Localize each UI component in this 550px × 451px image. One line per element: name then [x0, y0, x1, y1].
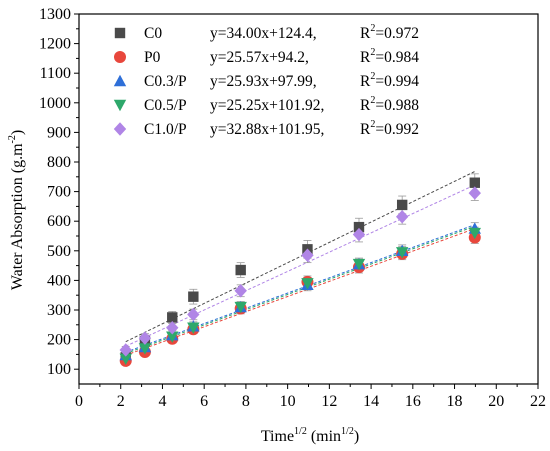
- legend-equation-c1-0-p: y=32.88x+101.95,: [210, 121, 324, 138]
- x-tick-label: 14: [363, 393, 379, 410]
- legend-label-c0-5-p: C0.5/P: [144, 97, 187, 114]
- point-c1-0-p: [468, 186, 481, 200]
- point-c0-5-p: [138, 343, 152, 355]
- x-tick-label: 20: [488, 393, 504, 410]
- y-tick-label: 800: [47, 154, 71, 171]
- legend-marker-c1-0-p: [113, 122, 127, 136]
- y-tick-label: 1100: [40, 65, 71, 82]
- legend-equation-p0: y=25.57x+94.2,: [210, 49, 309, 66]
- y-tick-label: 400: [47, 272, 71, 289]
- point-c0: [188, 291, 199, 302]
- point-c0-5-p: [187, 322, 200, 334]
- fit-line-c1-0-p: [125, 184, 475, 347]
- fit-line-c0-5-p: [125, 225, 475, 354]
- legend-equation-c0-5-p: y=25.25x+101.92,: [210, 97, 324, 114]
- point-c1-0-p: [166, 321, 179, 335]
- point-c0: [469, 177, 480, 188]
- y-tick-label: 1200: [39, 36, 71, 53]
- point-c0-5-p: [166, 331, 179, 343]
- legend-marker-p0: [114, 51, 126, 63]
- fit-line-p0: [125, 228, 475, 356]
- y-tick-label: 900: [47, 124, 71, 141]
- x-tick-label: 16: [405, 393, 421, 410]
- point-c0: [167, 312, 178, 323]
- x-tick-label: 12: [321, 393, 337, 410]
- legend-r2-c0-5-p: R2=0.988: [360, 95, 419, 114]
- fit-line-c0: [125, 171, 476, 343]
- x-tick-label: 4: [158, 393, 166, 410]
- y-tick-label: 1300: [39, 6, 71, 23]
- legend-r2-c0: R2=0.972: [360, 23, 419, 42]
- y-tick-label: 700: [47, 184, 71, 201]
- legend-r2-c1-0-p: R2=0.992: [360, 119, 419, 138]
- point-c0-5-p: [301, 278, 314, 290]
- point-c0-5-p: [395, 247, 409, 259]
- x-tick-label: 10: [280, 393, 296, 410]
- legend-label-c0: C0: [144, 25, 162, 42]
- x-tick-label: 6: [200, 393, 208, 410]
- point-c0: [353, 221, 365, 233]
- y-axis-title: Water Absorption (g.m-2): [7, 130, 26, 290]
- point-c1-0-p: [138, 331, 152, 345]
- legend: C0 y=34.00x+124.4, R2=0.972 P0 y=25.57x+94.2…: [113, 23, 419, 138]
- legend-equation-c0: y=34.00x+124.4,: [210, 25, 317, 42]
- y-tick-label: 1000: [39, 95, 71, 112]
- legend-label-p0: P0: [144, 49, 161, 66]
- legend-r2-c0-3-p: R2=0.994: [360, 71, 419, 90]
- point-c0-5-p: [119, 353, 132, 366]
- point-c0: [396, 199, 408, 211]
- legend-label-c0-3-p: C0.3/P: [144, 73, 187, 90]
- x-tick-label: 18: [447, 393, 463, 410]
- x-axis-title: Time1/2 (min1/2): [261, 426, 359, 445]
- data-markers: [119, 177, 481, 367]
- legend-marker-c0-5-p: [113, 99, 127, 112]
- point-c1-0-p: [301, 248, 314, 262]
- point-c1-0-p: [395, 210, 409, 224]
- x-tick-label: 0: [75, 393, 83, 410]
- point-c1-0-p: [187, 307, 200, 322]
- y-tick-label: 100: [47, 361, 71, 378]
- point-c0-5-p: [468, 227, 481, 240]
- point-c1-0-p: [119, 343, 132, 357]
- point-c1-0-p: [352, 227, 366, 242]
- fit-lines: [125, 171, 476, 356]
- point-c0: [235, 264, 246, 276]
- y-tick-label: 500: [47, 243, 71, 260]
- legend-marker-c0: [114, 27, 126, 39]
- legend-marker-c0-3-p: [113, 74, 127, 87]
- point-c0-5-p: [352, 258, 366, 271]
- point-c0-5-p: [234, 301, 247, 314]
- legend-label-c1-0-p: C1.0/P: [144, 121, 187, 138]
- fit-line-c0-3-p: [125, 224, 475, 353]
- x-tick-label: 22: [530, 393, 546, 410]
- y-tick-label: 600: [47, 213, 71, 230]
- y-tick-label: 200: [47, 332, 71, 349]
- point-c1-0-p: [234, 284, 247, 298]
- x-tick-label: 2: [117, 393, 125, 410]
- legend-equation-c0-3-p: y=25.93x+97.99,: [210, 73, 317, 90]
- legend-r2-p0: R2=0.984: [360, 47, 419, 66]
- x-tick-label: 8: [242, 393, 250, 410]
- plot-frame: [78, 13, 539, 385]
- y-tick-label: 300: [47, 302, 71, 319]
- axes: 0 2 4 6 8 10 12 14 16 18 20 22 100 200 300 400 500 600 700…: [39, 6, 546, 410]
